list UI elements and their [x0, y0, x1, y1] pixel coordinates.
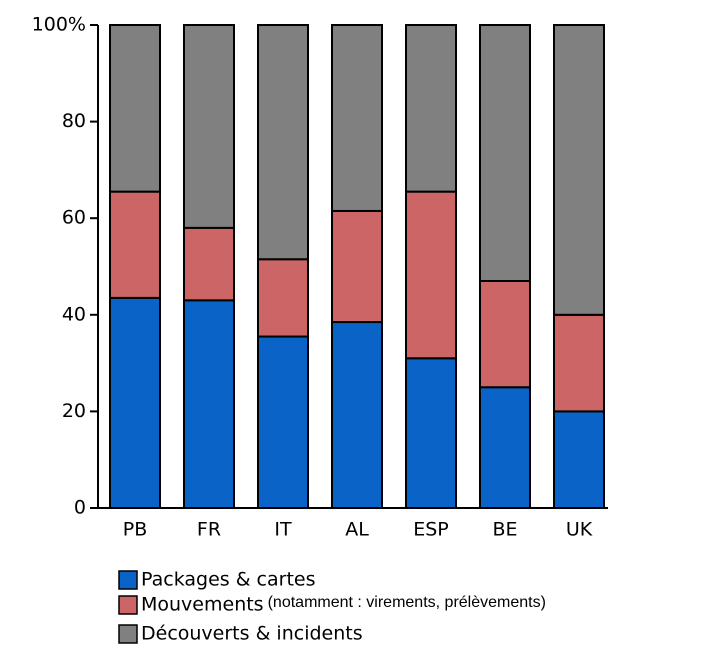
- x-tick-label: UK: [566, 519, 593, 541]
- x-tick-label: AL: [345, 519, 369, 541]
- y-tick-label: 100%: [32, 14, 86, 36]
- x-tick-label: ESP: [413, 519, 449, 541]
- x-tick-label: FR: [197, 519, 221, 541]
- bar-segment: [331, 209, 383, 324]
- bar-segment: [479, 386, 531, 509]
- bar-segment: [257, 24, 309, 261]
- legend-swatch: [118, 595, 138, 615]
- legend-swatch: [118, 570, 138, 590]
- y-tick-label: 0: [74, 497, 86, 519]
- bar-segment: [109, 24, 161, 193]
- bar-segment: [405, 24, 457, 193]
- legend-label: Mouvements: [141, 594, 264, 616]
- bar-segment: [109, 190, 161, 299]
- y-tick-label: 40: [62, 303, 86, 325]
- bar-segment: [479, 24, 531, 282]
- x-tick-label: PB: [123, 519, 148, 541]
- bar-segment: [331, 321, 383, 510]
- bar-segment: [405, 190, 457, 360]
- bar-segment: [183, 299, 235, 509]
- bar-segment: [553, 410, 605, 509]
- legend-label: Découverts & incidents: [141, 623, 363, 645]
- y-tick-label: 80: [62, 110, 86, 132]
- bar-segment: [479, 279, 531, 389]
- bar-segment: [257, 258, 309, 338]
- bar-segment: [553, 24, 605, 316]
- bar-segment: [183, 24, 235, 229]
- legend-label: Packages & cartes: [141, 569, 316, 591]
- legend-swatch: [118, 624, 138, 644]
- bar-segment: [257, 335, 309, 509]
- annotation: (notamment : virements, prélèvements): [268, 594, 546, 611]
- bar-segment: [553, 313, 605, 413]
- bar-segment: [405, 357, 457, 509]
- bar-segment: [183, 226, 235, 302]
- y-tick-label: 20: [62, 400, 86, 422]
- bar-segment: [331, 24, 383, 212]
- bar-segment: [109, 296, 161, 509]
- y-tick-label: 60: [62, 207, 86, 229]
- x-tick-label: BE: [492, 519, 517, 541]
- x-tick-label: IT: [274, 519, 292, 541]
